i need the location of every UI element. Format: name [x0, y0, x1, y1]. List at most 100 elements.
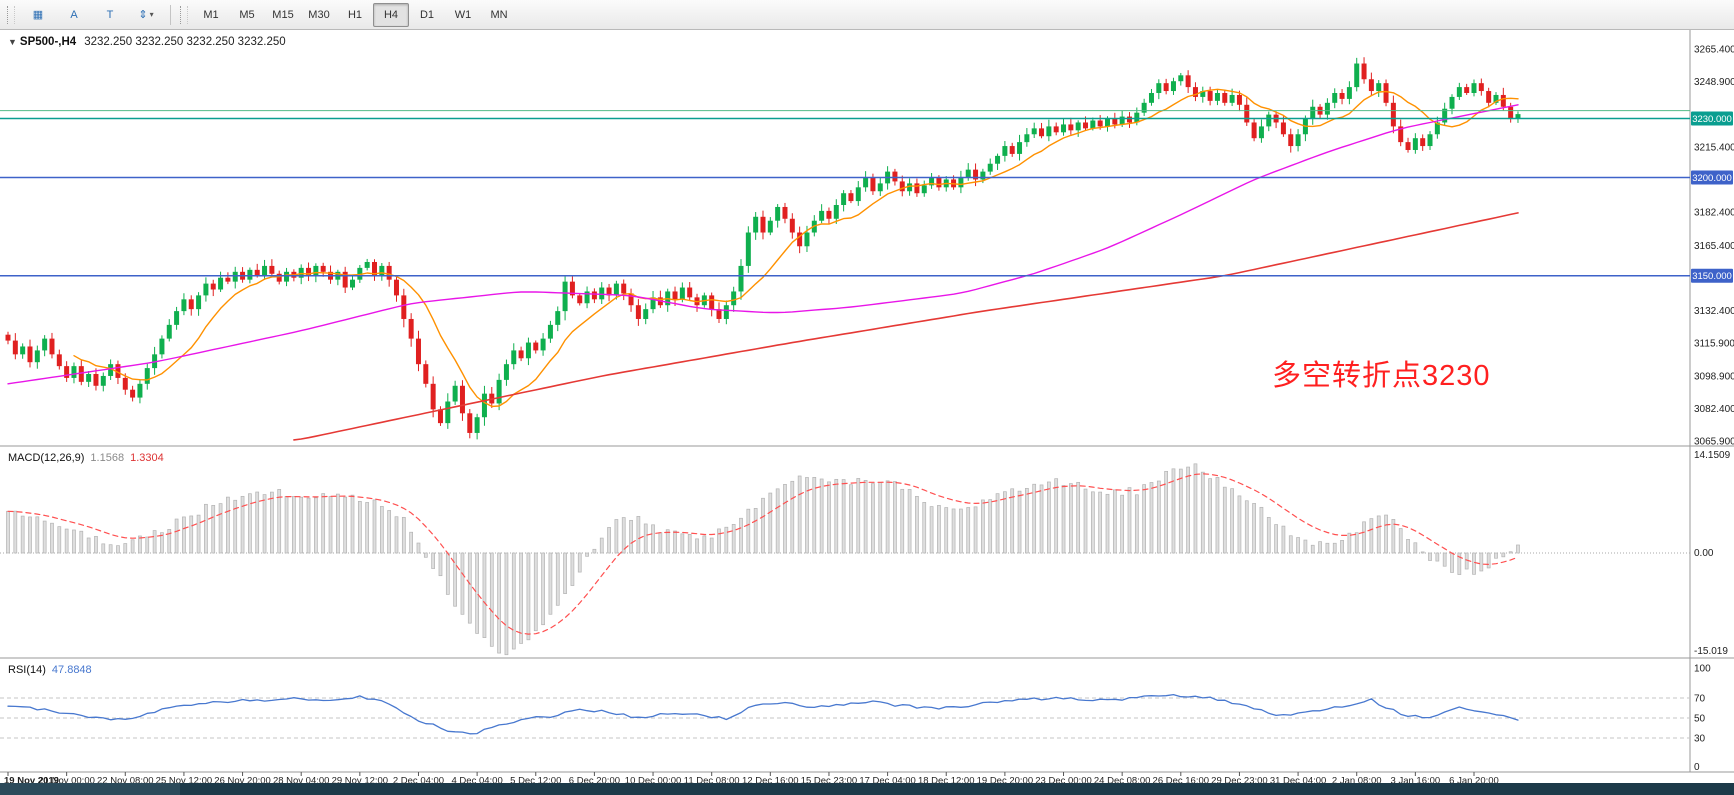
macd-bar [1325, 542, 1330, 554]
rsi-panel-plot[interactable] [0, 660, 1690, 772]
price-tick-label: 3248.900 [1694, 77, 1734, 88]
timeframe-mn-button[interactable]: MN [490, 8, 508, 21]
macd-bar [174, 518, 179, 554]
candle-body [5, 334, 11, 341]
macd-bar [636, 516, 641, 554]
candle-body [870, 177, 876, 192]
candle-body [965, 169, 971, 178]
macd-bar [504, 552, 509, 656]
candle-body [130, 389, 136, 398]
macd-bar [321, 493, 326, 554]
scale-arrows-button[interactable]: ⇕ ▾ [128, 2, 164, 26]
candle-body [621, 283, 627, 294]
candle-body [863, 177, 869, 188]
macd-bar [343, 496, 348, 554]
macd-bar [28, 516, 32, 554]
candle-body [1207, 91, 1213, 101]
symbol-timeframe-label: SP500-,H4 [19, 36, 77, 48]
candle-body [826, 210, 832, 219]
macd-bar [812, 476, 817, 554]
macd-bar [1362, 521, 1366, 554]
macd-bar [182, 516, 186, 554]
candle-body [408, 318, 414, 339]
rsi-tick-label: 30 [1694, 734, 1706, 745]
price-tick-label: 3265.400 [1694, 44, 1734, 55]
macd-bar [1340, 540, 1344, 554]
candle-body [27, 346, 33, 363]
macd-bar [643, 523, 648, 554]
candle-body [973, 169, 979, 180]
candle-body [584, 291, 590, 304]
macd-bar [1420, 551, 1425, 554]
chart-window-button[interactable]: ▦ [20, 2, 56, 26]
macd-bar [702, 535, 707, 554]
timeframe-m30-button[interactable]: M30 [308, 8, 330, 21]
candle-body [1214, 92, 1220, 101]
price-tick-label: 3082.400 [1694, 404, 1734, 415]
macd-bar [1127, 487, 1132, 554]
time-tick-label: 3 Jan 16:00 [1391, 776, 1441, 787]
time-scale-area[interactable] [0, 772, 1734, 783]
candle-body [819, 210, 825, 221]
macd-bar [790, 480, 795, 554]
chart-menu-icon[interactable]: ▼ [8, 37, 17, 47]
timeframe-d1-button[interactable]: D1 [419, 8, 435, 21]
candle-body [1134, 112, 1140, 123]
timeframe-m15-button[interactable]: M15 [272, 8, 294, 21]
scale-arrows-icon: ⇕ [138, 8, 148, 21]
timeframe-m5-button[interactable]: M5 [239, 8, 255, 21]
macd-bar [1134, 494, 1139, 554]
macd-bar [160, 532, 164, 554]
macd-bar [453, 552, 457, 607]
time-tick-label: 11 Dec 08:00 [684, 776, 740, 787]
macd-bar [775, 488, 780, 554]
candle-body [1053, 126, 1059, 133]
candle-body [188, 299, 194, 310]
candle-body [643, 309, 649, 319]
candle-body [533, 342, 539, 351]
candle-body [1119, 116, 1125, 125]
candle-body [599, 287, 605, 300]
price-tick-label: 3215.400 [1694, 143, 1734, 154]
cursor-tool-button[interactable]: A [56, 3, 92, 27]
candle-body [1170, 81, 1176, 92]
toolbar-grip[interactable] [7, 5, 15, 24]
candle-body [1112, 118, 1118, 125]
text-tool-button[interactable]: T [92, 3, 128, 27]
timeframe-m1-button[interactable]: M1 [203, 8, 219, 21]
price-badge-label: 3150.000 [1692, 271, 1732, 282]
macd-bar [1435, 552, 1440, 562]
macd-bar [1516, 544, 1520, 554]
macd-bar [533, 552, 538, 632]
macd-bar [944, 507, 949, 554]
macd-bar [20, 515, 25, 554]
macd-bar [834, 478, 839, 554]
candle-body [841, 193, 847, 206]
macd-bar [951, 508, 956, 554]
candle-body [650, 297, 656, 310]
macd-bar [966, 507, 971, 554]
timeframe-h1-button[interactable]: H1 [347, 8, 363, 21]
price-scale-area[interactable] [1690, 30, 1734, 772]
candle-body [262, 265, 268, 276]
candle-body [1105, 118, 1110, 127]
macd-bar [64, 528, 69, 554]
macd-bar [423, 552, 428, 558]
macd-bar [1200, 471, 1205, 554]
macd-bar [797, 475, 802, 554]
macd-bar [995, 493, 1000, 554]
time-tick-label: 18 Dec 12:00 [918, 776, 975, 787]
candle-body [1061, 124, 1067, 133]
macd-bar [709, 537, 714, 554]
macd-bar [1003, 491, 1007, 554]
macd-panel-plot[interactable] [0, 448, 1690, 658]
time-tick-label: 31 Dec 04:00 [1270, 776, 1327, 787]
candle-body [1090, 120, 1096, 129]
candle-body [254, 269, 260, 276]
macd-bar [629, 519, 633, 554]
toolbar-grip[interactable] [180, 5, 188, 24]
macd-bar [1171, 468, 1176, 554]
macd-bar [1010, 488, 1015, 554]
timeframe-h4-button[interactable]: H4 [373, 2, 409, 27]
timeframe-w1-button[interactable]: W1 [454, 8, 472, 21]
